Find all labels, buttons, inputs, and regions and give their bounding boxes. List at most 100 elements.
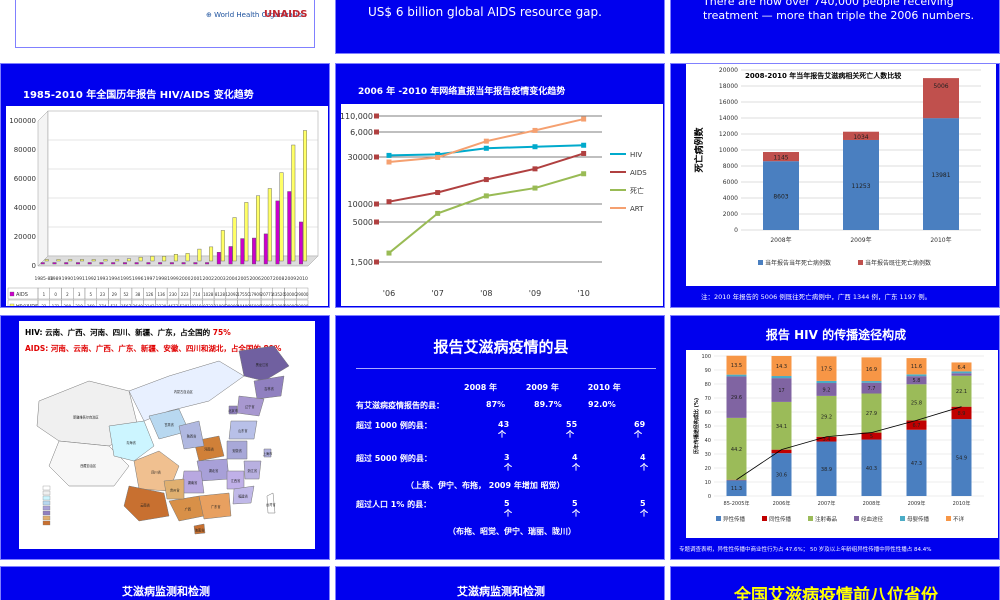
map-legend-swatch xyxy=(42,485,51,491)
trend-bar xyxy=(146,262,151,265)
trend-legend-swatch xyxy=(9,303,15,306)
slide-network[interactable]: 2006 年 -2010 年网络直报当年报告疫情变化趋势 110,000 6,00… xyxy=(335,63,665,308)
trend-table-value: 5 xyxy=(90,292,93,297)
deaths-ytick: 2000 xyxy=(723,211,738,218)
trend-bar xyxy=(150,255,155,262)
deaths-xtick: 2008年 xyxy=(770,236,791,244)
routes-legend-swatch xyxy=(900,516,905,521)
routes-ytick: 90 xyxy=(705,368,711,374)
trend-table-value: 714 xyxy=(193,292,201,297)
trend-table-value: 3342 xyxy=(144,304,155,306)
deaths-xtick: 2010年 xyxy=(930,236,951,244)
trend-xtick: 1992 xyxy=(85,276,97,282)
trend-xtick: 2008 xyxy=(273,276,285,282)
trend-bar xyxy=(267,188,272,262)
slide-counties[interactable]: 报告艾滋病疫情的县 2008 年 2009 年 2010 年 有艾滋病疫情报告的… xyxy=(335,315,665,560)
map-legend-swatch xyxy=(42,515,51,521)
map-region-label: 台湾省 xyxy=(266,502,276,507)
trend-table-value: 5281 xyxy=(180,304,191,306)
network-legend-label: 死亡 xyxy=(630,186,644,195)
trend-table-value: 136 xyxy=(157,292,165,297)
slide-logos[interactable]: ⊕ World Health Organization UNAIDS xyxy=(15,0,315,48)
routes-bar xyxy=(771,401,792,450)
trend-table-value: 23 xyxy=(100,292,106,297)
trend-table-value: 171 xyxy=(52,304,60,306)
slide-monitor-1[interactable]: 艾滋病监测和检测 xyxy=(0,566,330,600)
deaths-bar-label: 5006 xyxy=(933,83,948,90)
trend-bar xyxy=(44,259,49,262)
slide-top8[interactable]: 全国艾滋病疫情前八位省份 xyxy=(670,566,1000,600)
trend-xtick: 1995 xyxy=(120,276,132,282)
trend-bar xyxy=(193,262,198,265)
deaths-ytick: 16000 xyxy=(719,99,738,106)
map-region-label: 湖南省 xyxy=(188,480,198,485)
map-legend-swatch xyxy=(42,520,51,526)
trend-table-value: 29 xyxy=(112,292,118,297)
routes-bar-label: 54.9 xyxy=(956,456,967,462)
map-region xyxy=(243,460,262,480)
map-region xyxy=(238,345,290,382)
trend-legend-swatch xyxy=(9,291,15,297)
trend-table-value: 223 xyxy=(181,292,189,297)
trend-table-value: 3 xyxy=(78,292,81,297)
monitor-1-title: 艾滋病监测和检测 xyxy=(122,585,210,598)
trend-bar xyxy=(291,144,296,262)
deaths-bar-label: 1145 xyxy=(773,155,788,162)
routes-ytick: 0 xyxy=(708,494,711,500)
network-axis-marker xyxy=(374,259,379,265)
deaths-legend-swatch xyxy=(858,260,863,265)
map-caption: 全国累计报告 HIV/AIDS 分布地图（截至 2010 年 12 月 31 日… xyxy=(56,539,260,547)
trend-bar xyxy=(216,252,221,265)
slide-map[interactable]: HIV: 云南、广西、河南、四川、新疆、广东，占全国的 75% AIDS: 河南… xyxy=(0,315,330,560)
map-region-label: 海南省 xyxy=(195,527,205,532)
slide-resource-gap[interactable]: US$ 6 billion global AIDS resource gap. xyxy=(335,0,665,54)
trend-legend-label: HIV/AIDS xyxy=(16,304,38,306)
trend-ytick: 100000 xyxy=(9,117,36,125)
routes-trend-line xyxy=(736,406,962,481)
routes-note: 专题调查表明，异性性传播中商业性行为占 47.6%； 50 岁及以上年龄组异性传… xyxy=(679,547,932,553)
network-point xyxy=(386,152,392,158)
routes-bar-label: 6.4 xyxy=(958,365,966,371)
who-logo: ⊕ World Health Organization xyxy=(206,11,307,19)
counties-divider xyxy=(356,368,656,369)
trend-bar xyxy=(68,259,73,262)
slide-treatment[interactable]: There are now over 740,000 people receiv… xyxy=(670,0,1000,54)
map-region-label: 湖北省 xyxy=(209,468,219,473)
routes-xtick: 2010年 xyxy=(953,500,971,507)
map-region-label: 广西 xyxy=(185,507,191,512)
deaths-legend-label: 当年报告当年死亡病例数 xyxy=(765,259,831,267)
map-legend-swatch xyxy=(42,495,51,501)
network-point xyxy=(435,210,441,216)
unaids-logo: UNAIDS xyxy=(264,9,308,20)
trend-bar xyxy=(232,217,237,262)
treatment-text: There are now over 740,000 people receiv… xyxy=(703,0,975,22)
slide-monitor-2[interactable]: 艾滋病监测和检测 xyxy=(335,566,665,600)
network-point xyxy=(435,190,441,196)
trend-bar xyxy=(64,262,69,265)
map-region xyxy=(232,485,255,505)
routes-legend-swatch xyxy=(762,516,767,521)
routes-legend-swatch xyxy=(808,516,813,521)
network-xtick: '07 xyxy=(431,289,443,298)
monitor-2-title: 艾滋病监测和检测 xyxy=(457,585,545,598)
routes-legend-label: 异性传播 xyxy=(723,515,746,523)
slide-trend[interactable]: 1985-2010 年全国历年报告 HIV/AIDS 变化趋势 0 20000 40… xyxy=(0,63,330,308)
deaths-bar xyxy=(923,78,959,119)
deaths-bar xyxy=(843,131,879,140)
network-axis-marker xyxy=(374,113,379,119)
slide-deaths[interactable]: 2008-2010 年当年报告艾滋病相关死亡人数比较 0 2000 4000 6000 8… xyxy=(670,63,1000,308)
trend-bar xyxy=(244,202,249,262)
deaths-bar-label: 1034 xyxy=(853,134,868,141)
trend-table-value: 8128 xyxy=(215,292,226,297)
routes-bar xyxy=(906,374,927,377)
trend-ytick: 0 xyxy=(32,262,36,270)
routes-ytick: 50 xyxy=(705,424,711,430)
slide-routes[interactable]: 报告 HIV 的传播途径构成 0 10 20 30 40 50 60 70 80 90 100 历年传… xyxy=(670,315,1000,560)
trend-side-wall xyxy=(37,110,49,267)
routes-bar-label: 7.7 xyxy=(868,386,876,392)
network-xtick: '10 xyxy=(577,289,589,298)
trend-chart: 0 20000 40000 60000 80000 100000 1985-88 1989 19… xyxy=(6,106,328,306)
deaths-ytick: 6000 xyxy=(723,179,738,186)
network-ytick: 110,000 xyxy=(341,112,373,121)
deaths-ytick: 10000 xyxy=(719,147,738,154)
